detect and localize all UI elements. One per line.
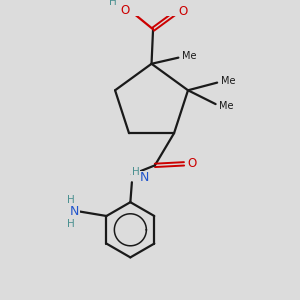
Text: Me: Me xyxy=(220,76,235,86)
Text: H: H xyxy=(109,0,117,8)
Text: O: O xyxy=(120,4,129,17)
Text: H: H xyxy=(67,219,75,229)
Text: H: H xyxy=(132,167,140,176)
Text: Me: Me xyxy=(219,100,234,111)
Text: O: O xyxy=(178,5,188,18)
Text: O: O xyxy=(187,157,196,170)
Text: Me: Me xyxy=(182,51,196,61)
Text: H: H xyxy=(67,195,75,205)
Text: N: N xyxy=(70,205,79,218)
Text: N: N xyxy=(140,171,150,184)
